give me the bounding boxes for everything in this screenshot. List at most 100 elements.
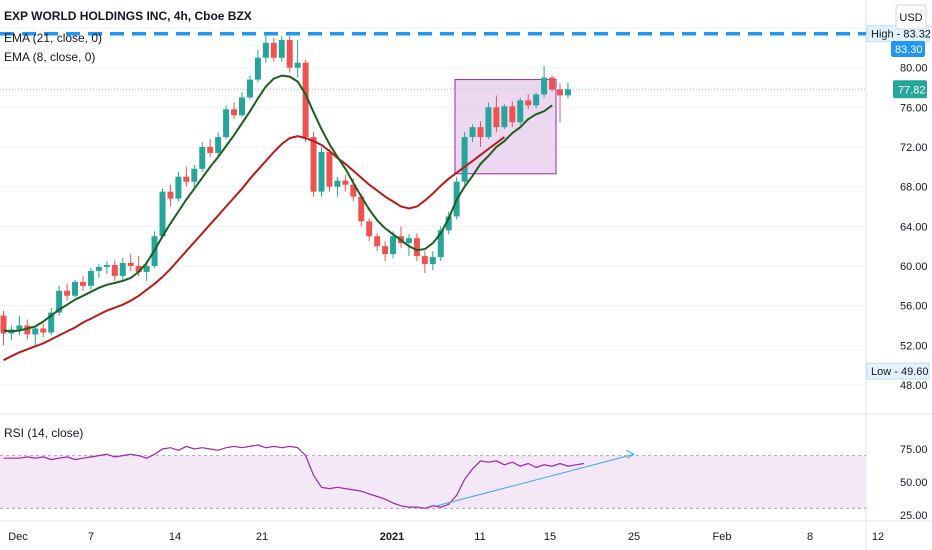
rsi-line	[3, 444, 584, 510]
time-tick-label: Dec	[8, 531, 28, 543]
candle-body	[334, 180, 341, 187]
ema8-line	[3, 74, 553, 333]
rsi-tick-label: 75.00	[900, 444, 928, 456]
candle-body	[310, 137, 317, 192]
candle-body	[40, 328, 47, 333]
time-tick-label: Feb	[713, 531, 732, 543]
candle-body	[413, 238, 420, 257]
rsi-legend[interactable]: RSI (14, close)	[4, 426, 83, 440]
candle-body	[437, 230, 444, 258]
price-tick-label: 64.00	[900, 221, 928, 233]
candle-body	[525, 100, 532, 106]
price-tick-label: 52.00	[900, 340, 928, 352]
rsi-trend-line	[436, 453, 635, 507]
candle-body	[215, 137, 222, 153]
time-axis: Dec 7 14 21 2021 11 15 25 Feb 8 12	[8, 531, 884, 543]
price-tick-label: 72.00	[900, 142, 928, 154]
candle-body	[302, 62, 309, 138]
candle-body	[175, 176, 182, 199]
price-tick-label: 48.00	[900, 380, 928, 392]
rsi-pane: 75.00 50.00 25.00	[0, 444, 928, 522]
candle-body	[501, 106, 508, 128]
candle-body	[56, 290, 63, 313]
candle-body	[135, 266, 142, 272]
candle-body	[390, 236, 397, 255]
candle-body	[477, 127, 484, 138]
candle-body	[485, 107, 492, 138]
candle-body	[461, 137, 468, 182]
time-tick-label: 2021	[380, 531, 404, 543]
candle-body	[207, 147, 214, 153]
candle-body	[167, 191, 174, 199]
candle-body	[127, 263, 134, 266]
candle-body	[80, 281, 86, 286]
high-label: High - 83.32	[871, 29, 931, 41]
candle-body	[199, 147, 206, 169]
currency-button[interactable]	[895, 4, 927, 30]
candle-body	[557, 89, 563, 96]
ema21-line	[3, 135, 505, 362]
candle-body	[278, 39, 285, 58]
time-tick-label: 15	[544, 531, 556, 543]
candle-body	[318, 151, 325, 192]
candle-body	[111, 265, 118, 276]
candle-body	[509, 106, 516, 123]
currency-label: USD	[899, 12, 922, 24]
low-label: Low - 49.60	[871, 366, 928, 378]
price-tick-label: 76.00	[900, 102, 928, 114]
candle-body	[493, 107, 500, 128]
candle-body	[517, 100, 524, 123]
candle-body	[32, 328, 39, 335]
candle-body	[119, 263, 126, 276]
chart-title: EXP WORLD HOLDINGS INC, 4h, Cboe BZX	[4, 9, 252, 23]
time-tick-label: 12	[872, 531, 884, 543]
candle-body	[286, 39, 293, 68]
candle-body	[16, 325, 23, 330]
price-tick-label: 56.00	[900, 301, 928, 313]
candle-body	[270, 42, 277, 58]
candle-body	[374, 236, 381, 247]
candle-body	[469, 127, 476, 138]
candle-body	[143, 266, 150, 272]
candle-body	[564, 89, 571, 96]
rsi-band	[0, 455, 866, 509]
candle-body	[326, 151, 333, 187]
candle-body	[223, 109, 230, 138]
candle-body	[254, 57, 261, 80]
candle-body	[421, 256, 428, 265]
price-axis: 84.0080.0076.0072.0068.0064.0060.0056.00…	[866, 23, 931, 392]
candle-body	[72, 281, 79, 296]
mark-box	[891, 40, 925, 57]
rsi-tick-label: 50.00	[900, 477, 928, 489]
candle-body	[246, 79, 253, 98]
candle-body	[541, 77, 548, 95]
candle-body	[405, 238, 412, 244]
candle-body	[159, 191, 166, 237]
time-tick-label: 25	[628, 531, 640, 543]
price-tick-label: 68.00	[900, 182, 928, 194]
ema21-legend[interactable]: EMA (21, close, 0)	[4, 31, 102, 45]
candle-body	[48, 312, 55, 333]
time-tick-label: 8	[807, 531, 813, 543]
candle-body	[95, 266, 102, 271]
candle-body	[342, 180, 349, 185]
ema8-legend[interactable]: EMA (8, close, 0)	[4, 50, 95, 64]
time-tick-label: 21	[256, 531, 268, 543]
candle-body	[231, 109, 238, 116]
candle-body	[549, 77, 556, 90]
last-price-label: 77.82	[898, 84, 926, 96]
ema-lines	[3, 74, 553, 362]
candle-body	[350, 184, 357, 197]
candle-body	[0, 315, 7, 334]
candle-body	[533, 94, 540, 106]
price-tick-label: 80.00	[900, 63, 928, 75]
time-tick-label: 14	[169, 531, 181, 543]
mark-label: 83.30	[895, 44, 923, 56]
low-label-box	[866, 362, 930, 380]
candle-body	[382, 246, 389, 255]
time-tick-label: 11	[474, 531, 485, 543]
price-tick-label: 60.00	[900, 261, 928, 273]
candle-body	[366, 221, 373, 237]
